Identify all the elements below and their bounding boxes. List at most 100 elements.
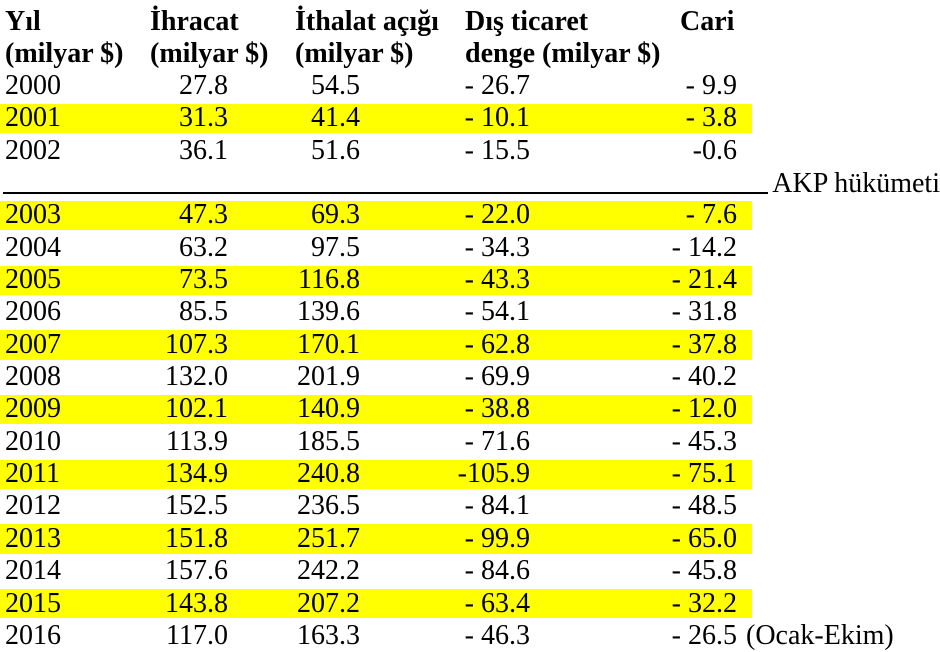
- table-row: 2008 132.0 201.9 - 69.9 - 40.2: [0, 361, 940, 393]
- ithalat-cell: 163.3: [297, 619, 360, 651]
- akp-hukumeti-label: AKP hükümeti: [772, 168, 940, 200]
- table-row: 2002 36.1 51.6 - 15.5 -0.6: [0, 135, 940, 167]
- ihracat-cell: 132.0: [165, 361, 228, 393]
- note-cell: [737, 232, 940, 264]
- ihracat-cell: 63.2: [179, 231, 228, 263]
- denge-cell: - 84.6: [464, 555, 530, 587]
- cari-cell: - 14.2: [671, 231, 737, 263]
- year-cell: 2010: [5, 425, 61, 457]
- highlight-band: [0, 394, 752, 425]
- note-cell: [737, 296, 940, 328]
- year-cell: 2014: [5, 555, 61, 587]
- cari-cell: - 21.4: [671, 264, 737, 296]
- cari-cell: - 37.8: [671, 328, 737, 360]
- highlight-band: [0, 459, 752, 489]
- year-cell: 2003: [5, 199, 61, 231]
- table-row: 2016 117.0 163.3 - 46.3 - 26.5 (Ocak-Eki…: [0, 620, 940, 652]
- year-cell: 2007: [5, 328, 61, 360]
- ihracat-cell: 152.5: [165, 490, 228, 522]
- table-row: 2010 113.9 185.5 - 71.6 - 45.3: [0, 426, 940, 458]
- table-row: 2005 73.5 116.8 - 43.3 - 21.4: [0, 264, 940, 296]
- ithalat-cell: 251.7: [297, 522, 360, 554]
- cari-cell: - 45.3: [671, 425, 737, 457]
- cari-cell: - 40.2: [671, 361, 737, 393]
- highlight-band: [0, 589, 752, 619]
- cari-cell: - 26.5: [671, 619, 737, 651]
- denge-cell: - 34.3: [464, 231, 530, 263]
- highlight-band: [0, 103, 752, 134]
- ithalat-cell: 240.8: [297, 458, 360, 490]
- table-row: 2006 85.5 139.6 - 54.1 - 31.8: [0, 296, 940, 328]
- note-cell: [737, 588, 940, 620]
- cari-cell: - 12.0: [671, 393, 737, 425]
- cari-cell: - 75.1: [671, 458, 737, 490]
- denge-cell: - 15.5: [464, 134, 530, 166]
- ihracat-cell: 117.0: [166, 619, 228, 651]
- table-row: 2011 134.9 240.8 -105.9 - 75.1: [0, 458, 940, 490]
- highlight-band: [0, 200, 752, 231]
- table-row: 2014 157.6 242.2 - 84.6 - 45.8: [0, 555, 940, 587]
- note-cell: [737, 264, 940, 296]
- ihracat-cell: 113.9: [166, 425, 228, 457]
- note-cell: [737, 555, 940, 587]
- ihracat-cell: 107.3: [165, 328, 228, 360]
- ihracat-cell: 134.9: [165, 458, 228, 490]
- note-cell: [737, 361, 940, 393]
- ithalat-cell: 170.1: [297, 328, 360, 360]
- year-cell: 2001: [5, 102, 61, 134]
- note-cell: [737, 458, 940, 490]
- denge-cell: - 38.8: [464, 393, 530, 425]
- ithalat-cell: 185.5: [297, 425, 360, 457]
- ihracat-cell: 47.3: [179, 199, 228, 231]
- table-row: 2013 151.8 251.7 - 99.9 - 65.0: [0, 523, 940, 555]
- cari-cell: - 31.8: [671, 296, 737, 328]
- column-header-cari: Cari: [680, 6, 940, 70]
- ithalat-cell: 201.9: [297, 361, 360, 393]
- column-header-line1: Cari: [680, 6, 735, 37]
- note-cell: [737, 490, 940, 522]
- denge-cell: - 10.1: [464, 102, 530, 134]
- ithalat-cell: 54.5: [311, 70, 360, 101]
- column-header-line2: denge (milyar $): [465, 38, 661, 69]
- table-row: 2003 47.3 69.3 - 22.0 - 7.6: [0, 199, 940, 231]
- table-row: 2000 27.8 54.5 - 26.7 - 9.9: [0, 70, 940, 102]
- denge-cell: - 99.9: [464, 522, 530, 554]
- ihracat-cell: 27.8: [179, 70, 228, 101]
- column-header-ihracat: İhracat (milyar $): [150, 6, 295, 70]
- ithalat-cell: 41.4: [311, 102, 360, 134]
- ithalat-cell: 140.9: [297, 393, 360, 425]
- ithalat-cell: 51.6: [311, 134, 360, 166]
- column-header-line2: (milyar $): [295, 38, 414, 69]
- ihracat-cell: 151.8: [165, 522, 228, 554]
- cari-cell: - 48.5: [671, 490, 737, 522]
- denge-cell: -105.9: [457, 458, 530, 490]
- denge-cell: - 22.0: [464, 199, 530, 231]
- column-header-yil: Yıl (milyar $): [0, 6, 150, 70]
- highlight-band: [0, 524, 752, 554]
- cari-cell: - 45.8: [671, 555, 737, 587]
- table-row: 2012 152.5 236.5 - 84.1 - 48.5: [0, 490, 940, 522]
- table-body: 2000 27.8 54.5 - 26.7 - 9.9 2001 31.3 41…: [0, 70, 940, 652]
- column-header-line1: Yıl: [5, 6, 41, 37]
- year-cell: 2015: [5, 587, 61, 619]
- denge-cell: - 71.6: [464, 425, 530, 457]
- table-row: 2001 31.3 41.4 - 10.1 - 3.8: [0, 102, 940, 134]
- table-row: 2007 107.3 170.1 - 62.8 - 37.8: [0, 329, 940, 361]
- denge-cell: - 62.8: [464, 328, 530, 360]
- ithalat-cell: 116.8: [298, 264, 360, 296]
- akp-separator: AKP hükümeti: [0, 167, 940, 199]
- table-row: 2004 63.2 97.5 - 34.3 - 14.2: [0, 232, 940, 264]
- note-cell: [737, 70, 940, 102]
- ihracat-cell: 73.5: [179, 264, 228, 296]
- ithalat-cell: 97.5: [311, 231, 360, 263]
- year-cell: 2005: [5, 264, 61, 296]
- denge-cell: - 69.9: [464, 361, 530, 393]
- denge-cell: - 63.4: [464, 587, 530, 619]
- note-cell: [737, 523, 940, 555]
- ithalat-cell: 69.3: [311, 199, 360, 231]
- column-header-line1: Dış ticaret: [465, 6, 589, 37]
- note-cell: [737, 199, 940, 231]
- ithalat-cell: 207.2: [297, 587, 360, 619]
- cari-cell: -0.6: [692, 134, 737, 166]
